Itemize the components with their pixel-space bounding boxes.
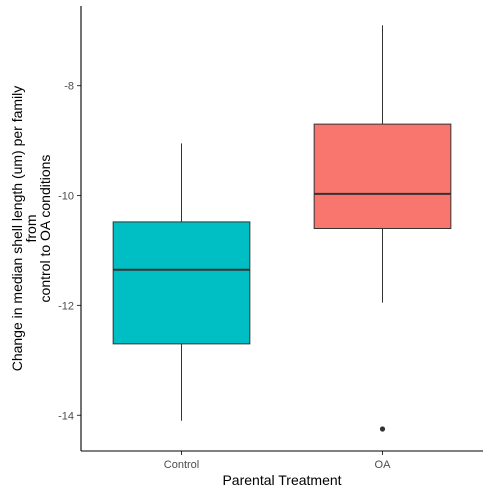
y-axis-title-line: from bbox=[23, 215, 39, 243]
x-tick-label: Control bbox=[164, 459, 199, 471]
x-axis-ticks: Control OA bbox=[164, 451, 391, 471]
boxplot-oa bbox=[313, 25, 452, 432]
boxplot-control bbox=[112, 143, 251, 421]
y-axis-ticks: -14 -12 -10 -8 bbox=[58, 81, 81, 422]
y-axis-title-line: Change in median shell length (um) per f… bbox=[9, 86, 25, 372]
box bbox=[313, 123, 452, 229]
x-tick-label: OA bbox=[375, 459, 392, 471]
y-tick-label: -10 bbox=[58, 191, 74, 203]
y-tick-label: -14 bbox=[58, 410, 74, 422]
y-axis-title: Change in median shell length (um) per f… bbox=[9, 86, 53, 372]
outlier-point bbox=[379, 426, 386, 432]
y-tick-label: -8 bbox=[64, 81, 74, 93]
plot-area bbox=[112, 25, 452, 432]
x-axis-title: Parental Treatment bbox=[222, 472, 341, 488]
y-tick-label: -12 bbox=[58, 300, 74, 312]
box bbox=[112, 221, 251, 345]
y-axis-title-line: control to OA conditions bbox=[37, 155, 53, 303]
